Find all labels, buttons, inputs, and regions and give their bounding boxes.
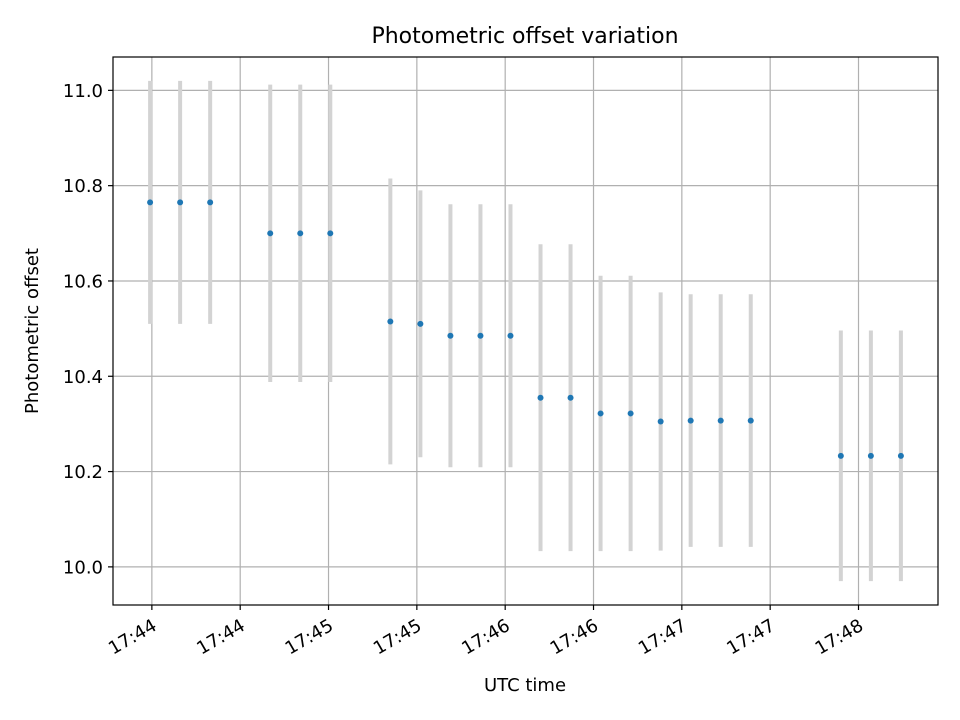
chart-title: Photometric offset variation (371, 24, 678, 49)
data-point (717, 417, 724, 424)
data-point (147, 199, 154, 206)
data-point (327, 230, 334, 237)
data-point (207, 199, 214, 206)
y-tick-label: 10.6 (63, 271, 103, 292)
data-point (537, 394, 544, 401)
data-point (687, 417, 694, 424)
data-points (147, 199, 904, 459)
y-tick-label: 10.4 (63, 367, 103, 388)
data-point (507, 332, 514, 339)
data-point (267, 230, 274, 237)
data-point (477, 332, 484, 339)
data-point (837, 452, 844, 459)
data-point (747, 417, 754, 424)
y-tick-label: 11.0 (63, 81, 103, 102)
y-tick-label: 10.0 (63, 557, 103, 578)
x-axis-title: UTC time (484, 675, 566, 696)
y-tick-label: 10.8 (63, 176, 103, 197)
data-point (297, 230, 304, 237)
y-axis-ticks: 10.0 10.2 10.4 10.6 10.8 11.0 (63, 81, 113, 578)
data-point (387, 318, 394, 325)
data-point (897, 452, 904, 459)
data-point (177, 199, 184, 206)
data-point (867, 452, 874, 459)
data-point (417, 320, 424, 327)
data-point (597, 410, 604, 417)
y-tick-label: 10.2 (63, 462, 103, 483)
plot-frame (112, 56, 939, 606)
y-axis-title: Photometric offset (22, 248, 43, 414)
data-point (567, 394, 574, 401)
data-point (447, 332, 454, 339)
data-point (627, 410, 634, 417)
data-point (657, 418, 664, 425)
